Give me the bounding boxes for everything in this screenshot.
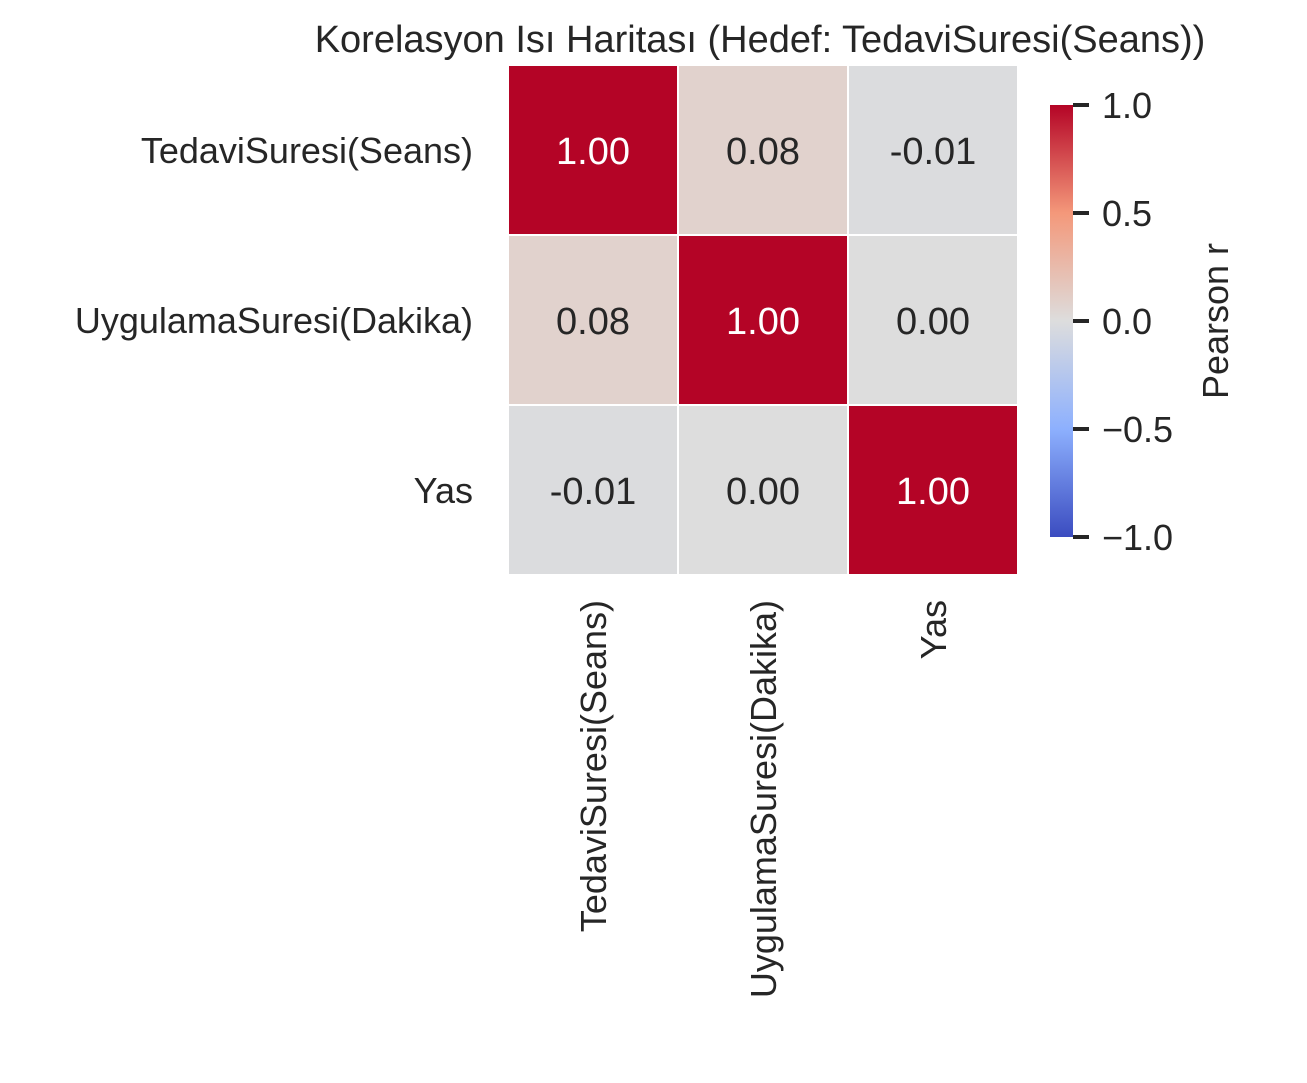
heatmap-cell-label: -0.01 [550,471,637,513]
row-tick-label: TedaviSuresi(Seans) [141,130,473,171]
column-tick-label: Yas [913,600,954,659]
colorbar-gradient [1050,105,1073,537]
heatmap-cell-label: 0.08 [556,301,630,343]
heatmap-cell [847,234,1019,406]
heatmap-cell-label: -0.01 [890,131,977,173]
heatmap-cells [507,64,1019,576]
row-tick-label: UygulamaSuresi(Dakika) [75,300,473,341]
heatmap-cell-labels: 1.00 0.08 -0.01 0.08 1.00 0.00 -0.01 0.00 1.00 [550,131,977,513]
heatmap-cell [507,404,679,576]
colorbar-label: Pearson r [1195,243,1236,399]
chart-title: Korelasyon Isı Haritası (Hedef: TedaviSu… [315,19,1206,61]
row-tick-label: Yas [414,470,473,511]
heatmap-cell-label: 1.00 [726,301,800,343]
colorbar-ticks: 1.0 0.5 0.0 −0.5 −1.0 [1073,85,1173,558]
heatmap-cell [507,64,679,236]
column-tick-label: TedaviSuresi(Seans) [573,600,614,932]
colorbar-tick-label: 1.0 [1102,85,1152,126]
column-tick-labels: TedaviSuresi(Seans) UygulamaSuresi(Dakika… [573,600,954,998]
colorbar-tick-label: 0.5 [1102,193,1152,234]
colorbar: 1.0 0.5 0.0 −0.5 −1.0 Pearson r [1050,85,1236,558]
row-tick-labels: TedaviSuresi(Seans) UygulamaSuresi(Dakika… [75,130,473,511]
heatmap-cell [507,234,679,406]
heatmap-cell [677,404,849,576]
column-tick-label: UygulamaSuresi(Dakika) [743,600,784,998]
heatmap-cell-label: 0.00 [896,301,970,343]
heatmap-cell-label: 0.00 [726,471,800,513]
colorbar-tick-label: −0.5 [1102,409,1173,450]
colorbar-tick-label: 0.0 [1102,301,1152,342]
colorbar-tick-label: −1.0 [1102,517,1173,558]
heatmap-cell [677,64,849,236]
heatmap-cell-label: 0.08 [726,131,800,173]
heatmap-cell-label: 1.00 [556,131,630,173]
heatmap-cell [847,64,1019,236]
heatmap-cell [847,404,1019,576]
heatmap-cell [677,234,849,406]
heatmap-cell-label: 1.00 [896,471,970,513]
